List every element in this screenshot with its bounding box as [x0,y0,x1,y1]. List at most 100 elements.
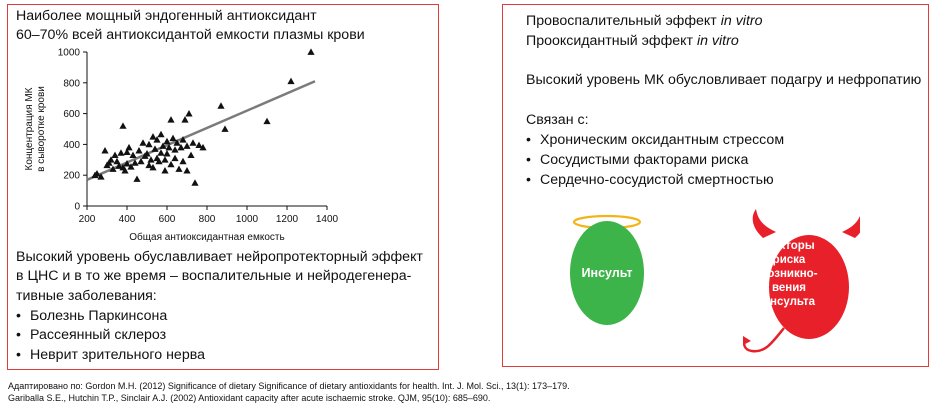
scatter-point [101,146,109,154]
trend-line [86,80,316,181]
scatter-point [153,136,161,143]
scatter-point [123,160,131,167]
scatter-point [171,154,179,162]
scatter-point [149,163,157,171]
bullet-dot: • [16,308,21,324]
scatter-point [131,159,139,166]
bullet-dot: • [526,172,531,188]
scatter-point [287,77,295,85]
devil-horn-left-icon [752,209,776,238]
scatter-point [143,150,151,157]
scatter-point [145,161,153,169]
good-egg-shape [570,221,644,325]
right-line-1: Провоспалительный эффект in vitro [526,13,763,30]
left-bullet-label: Болезнь Паркинсона [30,308,168,324]
left-title-line-1: Наиболее мощный эндогенный антиоксидант [16,8,317,24]
scatter-point [127,163,135,170]
right-bullet-item: • Хроническим оксидантным стрессом [526,132,784,149]
scatter-point [199,143,207,151]
y-tick-label: 400 [63,140,80,151]
good-egg-label: Инсульт [581,266,633,280]
scatter-point [147,156,155,163]
reference-2: Gariballa S.E., Hutchin T.P., Sinclair A… [8,393,491,403]
bad-egg-label-line: возникно- [760,268,818,280]
scatter-point [145,140,153,148]
scatter-point [167,160,175,168]
right-bullet-item: • Сердечно-сосудистой смертностью [526,172,774,189]
scatter-point [133,175,141,182]
scatter-point [97,173,105,180]
scatter-point [179,157,187,165]
bullet-dot: • [16,327,21,343]
data-points [91,48,315,186]
scatter-point [139,139,147,146]
left-bullet-item: • Болезнь Паркинсона [16,308,167,325]
right-line-2-text: Прооксидантный эффект [526,33,697,49]
scatter-point [93,170,101,177]
right-associated-heading: Связан с: [526,112,589,128]
scatter-point [221,125,229,132]
scatter-point [183,166,191,174]
scatter-point [107,156,115,163]
scatter-point [175,165,183,172]
y-tick-label: 800 [63,78,80,89]
left-text-line-3: тивные заболевания: [16,288,157,304]
scatter-point [161,156,169,163]
devil-tail-tip-icon [743,336,751,345]
x-tick-label: 1400 [316,214,339,225]
bad-egg-label: Факторы риска возникно- вения инсульта [749,239,829,309]
y-tick-label: 1000 [58,48,81,59]
scatter-point [181,116,189,123]
scatter-point [121,166,129,174]
scatter-point [185,110,193,117]
scatter-point [263,117,271,125]
left-panel [7,4,439,370]
right-line-1-text: Провоспалительный эффект [526,13,721,29]
scatter-point [165,143,173,151]
bad-egg-label-line: риска [772,254,806,266]
scatter-point [159,142,167,149]
bad-egg-label-line: вения [771,282,807,294]
right-line-1-italic: in vitro [720,13,763,29]
scatter-point [217,102,225,109]
scatter-point [135,146,143,154]
left-text-line-2: в ЦНС и в то же время – воспалительные и… [16,268,412,284]
reference-1: Адаптировано по: Gordon M.H. (2012) Sign… [8,381,570,391]
scatter-point [183,142,191,149]
x-tick-label: 1200 [276,214,299,225]
scatter-point [155,157,163,165]
y-axis-ticks: 0 200 400 600 800 1000 [58,48,87,213]
y-tick-label: 200 [63,171,80,182]
x-tick-label: 1000 [236,214,259,225]
y-tick-label: 600 [63,109,80,120]
scatter-point [163,137,171,145]
scatter-point [169,134,177,142]
bullet-dot: • [526,132,531,148]
scatter-point [157,130,165,138]
scatter-point [177,143,185,151]
devil-horn-right-icon [842,215,860,238]
scatter-point [123,148,131,155]
devil-tail-icon [743,327,785,353]
scatter-point [191,179,199,186]
x-tick-label: 800 [199,214,216,225]
scatter-point [149,133,157,140]
scatter-point [157,149,165,156]
x-axis-label: Общая антиоксидантная емкость [129,231,284,243]
bad-egg-label-line: Факторы [763,240,815,252]
left-bullet-label: Рассеянный склероз [30,327,167,343]
bad-egg-shape [769,235,849,339]
stroke-diagram [570,209,860,353]
scatter-point [307,48,315,55]
scatter-point [137,157,145,165]
bad-egg-label-line: инсульта [762,296,816,308]
x-axis-ticks: 200 400 600 800 1000 1200 1400 [79,206,339,225]
left-bullet-item: • Неврит зрительного нерва [16,347,205,364]
y-axis-label-line-1: Концентрация МК [24,87,35,170]
left-bullet-label: Неврит зрительного нерва [30,347,205,363]
scatter-point [109,165,117,172]
scatter-point [119,122,127,129]
scatter-point [173,139,181,146]
scatter-point [111,151,119,159]
